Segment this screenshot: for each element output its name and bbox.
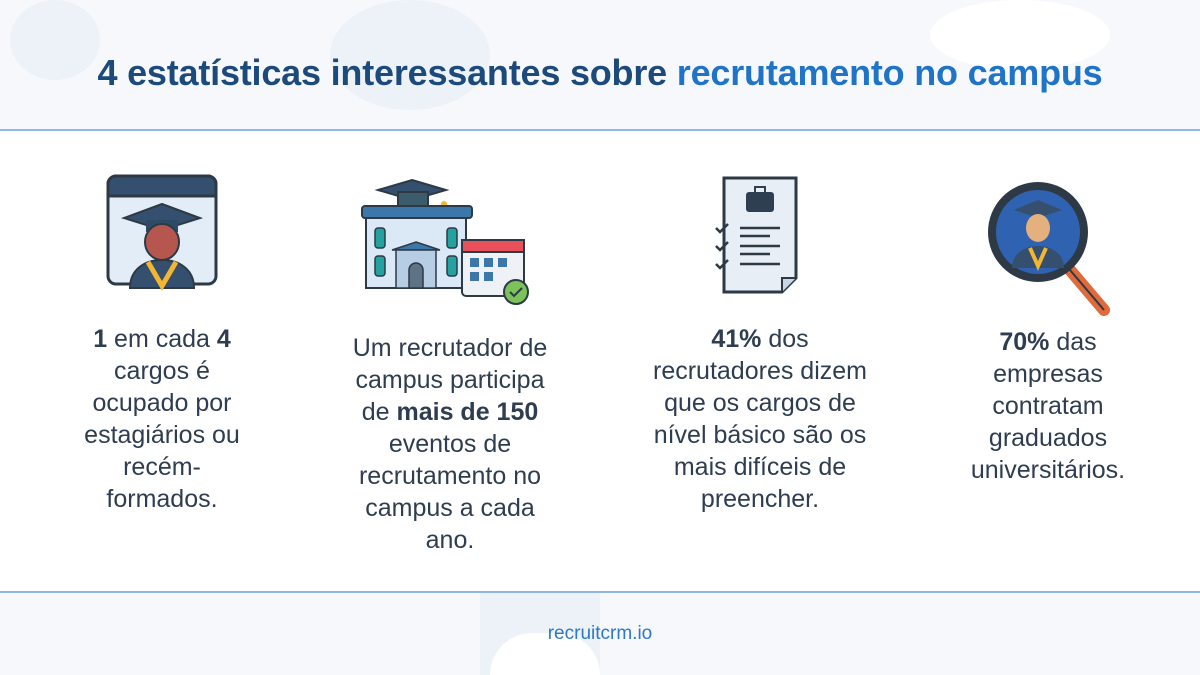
stat-text-line: ano. bbox=[310, 524, 590, 556]
stat-text-line: recém- bbox=[22, 451, 302, 483]
stat-text-segment: nível básico são os bbox=[653, 421, 867, 449]
stat-highlight: 41% bbox=[711, 325, 762, 353]
decorative-shape bbox=[490, 633, 600, 675]
title-prefix: 4 estatísticas interessantes sobre bbox=[97, 52, 677, 93]
stat-text-line: campus participa bbox=[310, 364, 590, 396]
stat-text-line: recrutadores dizem bbox=[620, 355, 900, 387]
stat-text-segment: que os cargos de bbox=[664, 389, 856, 417]
stat-card-4: 70% das empresas contratam graduados univers… bbox=[908, 170, 1188, 486]
stat-card-2: Um recrutador de campus participa de mais … bbox=[310, 170, 590, 556]
stat-text-segment: estagiários ou bbox=[84, 421, 240, 449]
stat-highlight: mais de 150 bbox=[396, 398, 539, 426]
stat-text-segment: em cada bbox=[107, 325, 217, 353]
stat-text-segment: ocupado por bbox=[92, 389, 232, 417]
university-calendar-icon bbox=[361, 178, 529, 305]
bottom-divider bbox=[0, 591, 1200, 593]
stat-text-segment: preencher. bbox=[700, 485, 820, 513]
stat-text-segment: recém- bbox=[123, 453, 201, 481]
stat-highlight: 70% bbox=[999, 328, 1050, 356]
stat-text-line: formados. bbox=[22, 483, 302, 515]
stat-text-segment: dos bbox=[761, 325, 809, 353]
stat-text-segment: graduados bbox=[988, 424, 1108, 452]
stat-text-line: 70% das bbox=[908, 326, 1188, 358]
stat-text-line: que os cargos de bbox=[620, 387, 900, 419]
decorative-shape bbox=[10, 0, 100, 80]
title-accent: recrutamento no campus bbox=[676, 52, 1103, 93]
stat-text: Um recrutador de campus participa de mais … bbox=[310, 332, 590, 556]
stat-text-line: universitários. bbox=[908, 454, 1188, 486]
stat-text-segment: campus a cada bbox=[365, 494, 535, 522]
stat-text-line: 1 em cada 4 bbox=[22, 323, 302, 355]
stat-text-line: de mais de 150 bbox=[310, 396, 590, 428]
stat-text-line: eventos de bbox=[310, 428, 590, 460]
stat-text-segment: das bbox=[1049, 328, 1097, 356]
stat-text-segment: mais difíceis de bbox=[673, 453, 847, 481]
stat-text-segment: formados. bbox=[106, 485, 218, 513]
stat-text-segment: recrutadores dizem bbox=[653, 357, 867, 385]
top-divider bbox=[0, 129, 1200, 131]
stat-text: 41% dos recrutadores dizem que os cargos d… bbox=[620, 323, 900, 515]
stat-text-segment: ano. bbox=[425, 526, 475, 554]
stat-text-line: 41% dos bbox=[620, 323, 900, 355]
stat-text-segment: de bbox=[361, 398, 397, 426]
stat-text-segment: campus participa bbox=[355, 366, 545, 394]
stat-text-line: empresas bbox=[908, 358, 1188, 390]
stat-text-line: Um recrutador de bbox=[310, 332, 590, 364]
job-checklist-icon bbox=[715, 176, 798, 294]
stat-text: 1 em cada 4 cargos é ocupado por estagiário… bbox=[22, 323, 302, 515]
header-background bbox=[0, 0, 1200, 130]
stat-text: 70% das empresas contratam graduados univers… bbox=[908, 326, 1188, 486]
graduate-magnifier-icon bbox=[988, 182, 1110, 316]
graduate-window-icon bbox=[106, 174, 218, 291]
stat-text-line: mais difíceis de bbox=[620, 451, 900, 483]
stat-text-line: recrutamento no bbox=[310, 460, 590, 492]
stat-highlight: 4 bbox=[216, 325, 231, 353]
stat-text-line: preencher. bbox=[620, 483, 900, 515]
stat-text-segment: Um recrutador de bbox=[352, 334, 548, 362]
stat-text-segment: recrutamento no bbox=[358, 462, 542, 490]
stat-text-segment: contratam bbox=[992, 392, 1104, 420]
footer-background bbox=[0, 593, 1200, 675]
stat-highlight: 1 bbox=[93, 325, 108, 353]
stat-text-line: estagiários ou bbox=[22, 419, 302, 451]
stat-text-line: contratam bbox=[908, 390, 1188, 422]
stat-text-segment: empresas bbox=[993, 360, 1103, 388]
stat-text-line: ocupado por bbox=[22, 387, 302, 419]
stat-card-3: 41% dos recrutadores dizem que os cargos d… bbox=[620, 170, 900, 515]
stat-text-segment: eventos de bbox=[388, 430, 512, 458]
decorative-shape bbox=[330, 0, 490, 110]
page-title: 4 estatísticas interessantes sobre recru… bbox=[0, 52, 1200, 94]
stat-text-line: campus a cada bbox=[310, 492, 590, 524]
stat-card-1: 1 em cada 4 cargos é ocupado por estagiário… bbox=[22, 170, 302, 515]
decorative-shape bbox=[930, 0, 1110, 70]
stat-text-segment: cargos é bbox=[114, 357, 210, 385]
footer-brand-link[interactable]: recruitcrm.io bbox=[547, 623, 653, 644]
stat-text-segment: universitários. bbox=[970, 456, 1126, 484]
stat-text-line: cargos é bbox=[22, 355, 302, 387]
stat-text-line: nível básico são os bbox=[620, 419, 900, 451]
stat-text-line: graduados bbox=[908, 422, 1188, 454]
